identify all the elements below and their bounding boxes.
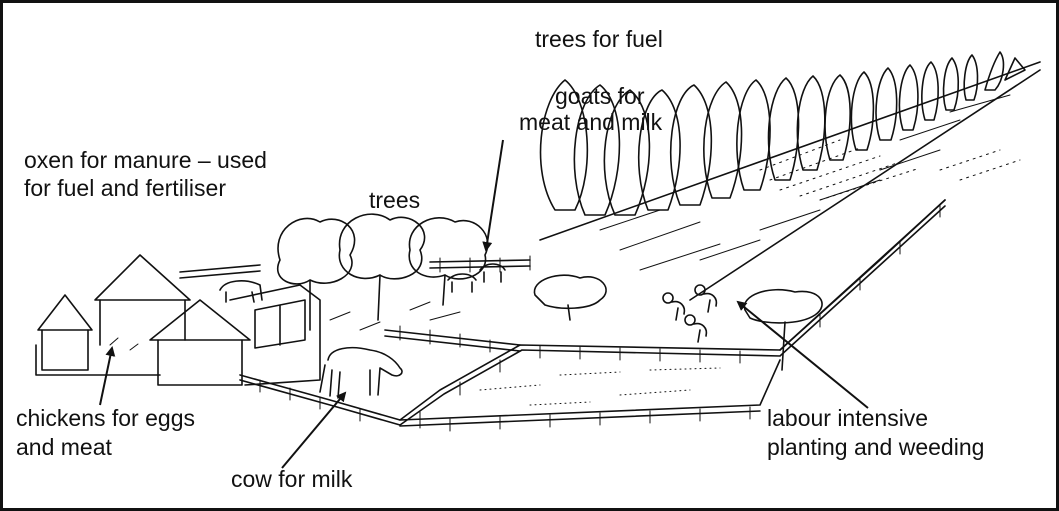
label: labour intensive — [767, 405, 928, 431]
diagram: trees for fuel goats for meat and milk o… — [0, 0, 1059, 511]
label: trees — [369, 187, 420, 213]
label: trees for fuel — [535, 26, 663, 52]
label: oxen for manure – used — [24, 147, 267, 173]
label: planting and weeding — [767, 434, 984, 460]
label: meat and milk — [519, 109, 663, 135]
label: and meat — [16, 434, 113, 460]
page: trees for fuel goats for meat and milk o… — [0, 0, 1059, 511]
label: chickens for eggs — [16, 405, 195, 431]
label: goats for — [555, 83, 645, 109]
label: for fuel and fertiliser — [24, 175, 226, 201]
label: cow for milk — [231, 466, 353, 492]
